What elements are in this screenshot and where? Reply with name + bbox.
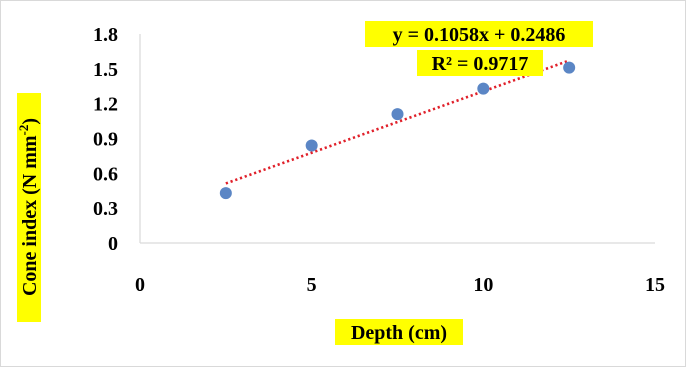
x-tick-labels: 0 5 10 15 — [135, 274, 665, 296]
trendline — [225, 59, 570, 185]
data-point — [305, 139, 318, 152]
y-tick-label: 0.6 — [93, 163, 118, 185]
y-tick-label: 0.3 — [93, 198, 118, 220]
y-axis-title-end: ) — [19, 118, 41, 125]
y-axis-title: Cone index (N mm-2) — [16, 118, 41, 296]
data-point — [477, 82, 490, 95]
x-axis-title-highlight — [335, 319, 463, 345]
x-axis-title: Depth (cm) — [351, 322, 447, 344]
data-point — [563, 61, 576, 74]
data-points — [219, 61, 576, 200]
y-axis-title-highlight — [17, 93, 41, 322]
y-tick-label: 0 — [108, 233, 118, 255]
data-point — [219, 187, 232, 200]
data-point — [391, 108, 404, 121]
y-tick-labels: 0 0.3 0.6 0.9 1.2 1.5 1.8 — [93, 24, 118, 255]
y-axis-title-sup: -2 — [16, 125, 31, 136]
x-tick-label: 10 — [473, 274, 493, 296]
x-tick-label: 5 — [307, 274, 317, 296]
y-tick-label: 1.8 — [93, 24, 118, 46]
equation-highlight — [365, 21, 593, 47]
y-axis-title-main: Cone index (N mm — [19, 135, 41, 296]
trendline-equation: y = 0.1058x + 0.2486 — [393, 24, 566, 46]
x-tick-label: 15 — [645, 274, 665, 296]
y-tick-label: 1.2 — [93, 94, 118, 116]
r-squared-highlight — [417, 50, 543, 76]
y-tick-label: 0.9 — [93, 129, 118, 151]
r-squared-label: R² = 0.9717 — [432, 53, 529, 75]
y-tick-label: 1.5 — [93, 59, 118, 81]
x-tick-label: 0 — [135, 274, 145, 296]
